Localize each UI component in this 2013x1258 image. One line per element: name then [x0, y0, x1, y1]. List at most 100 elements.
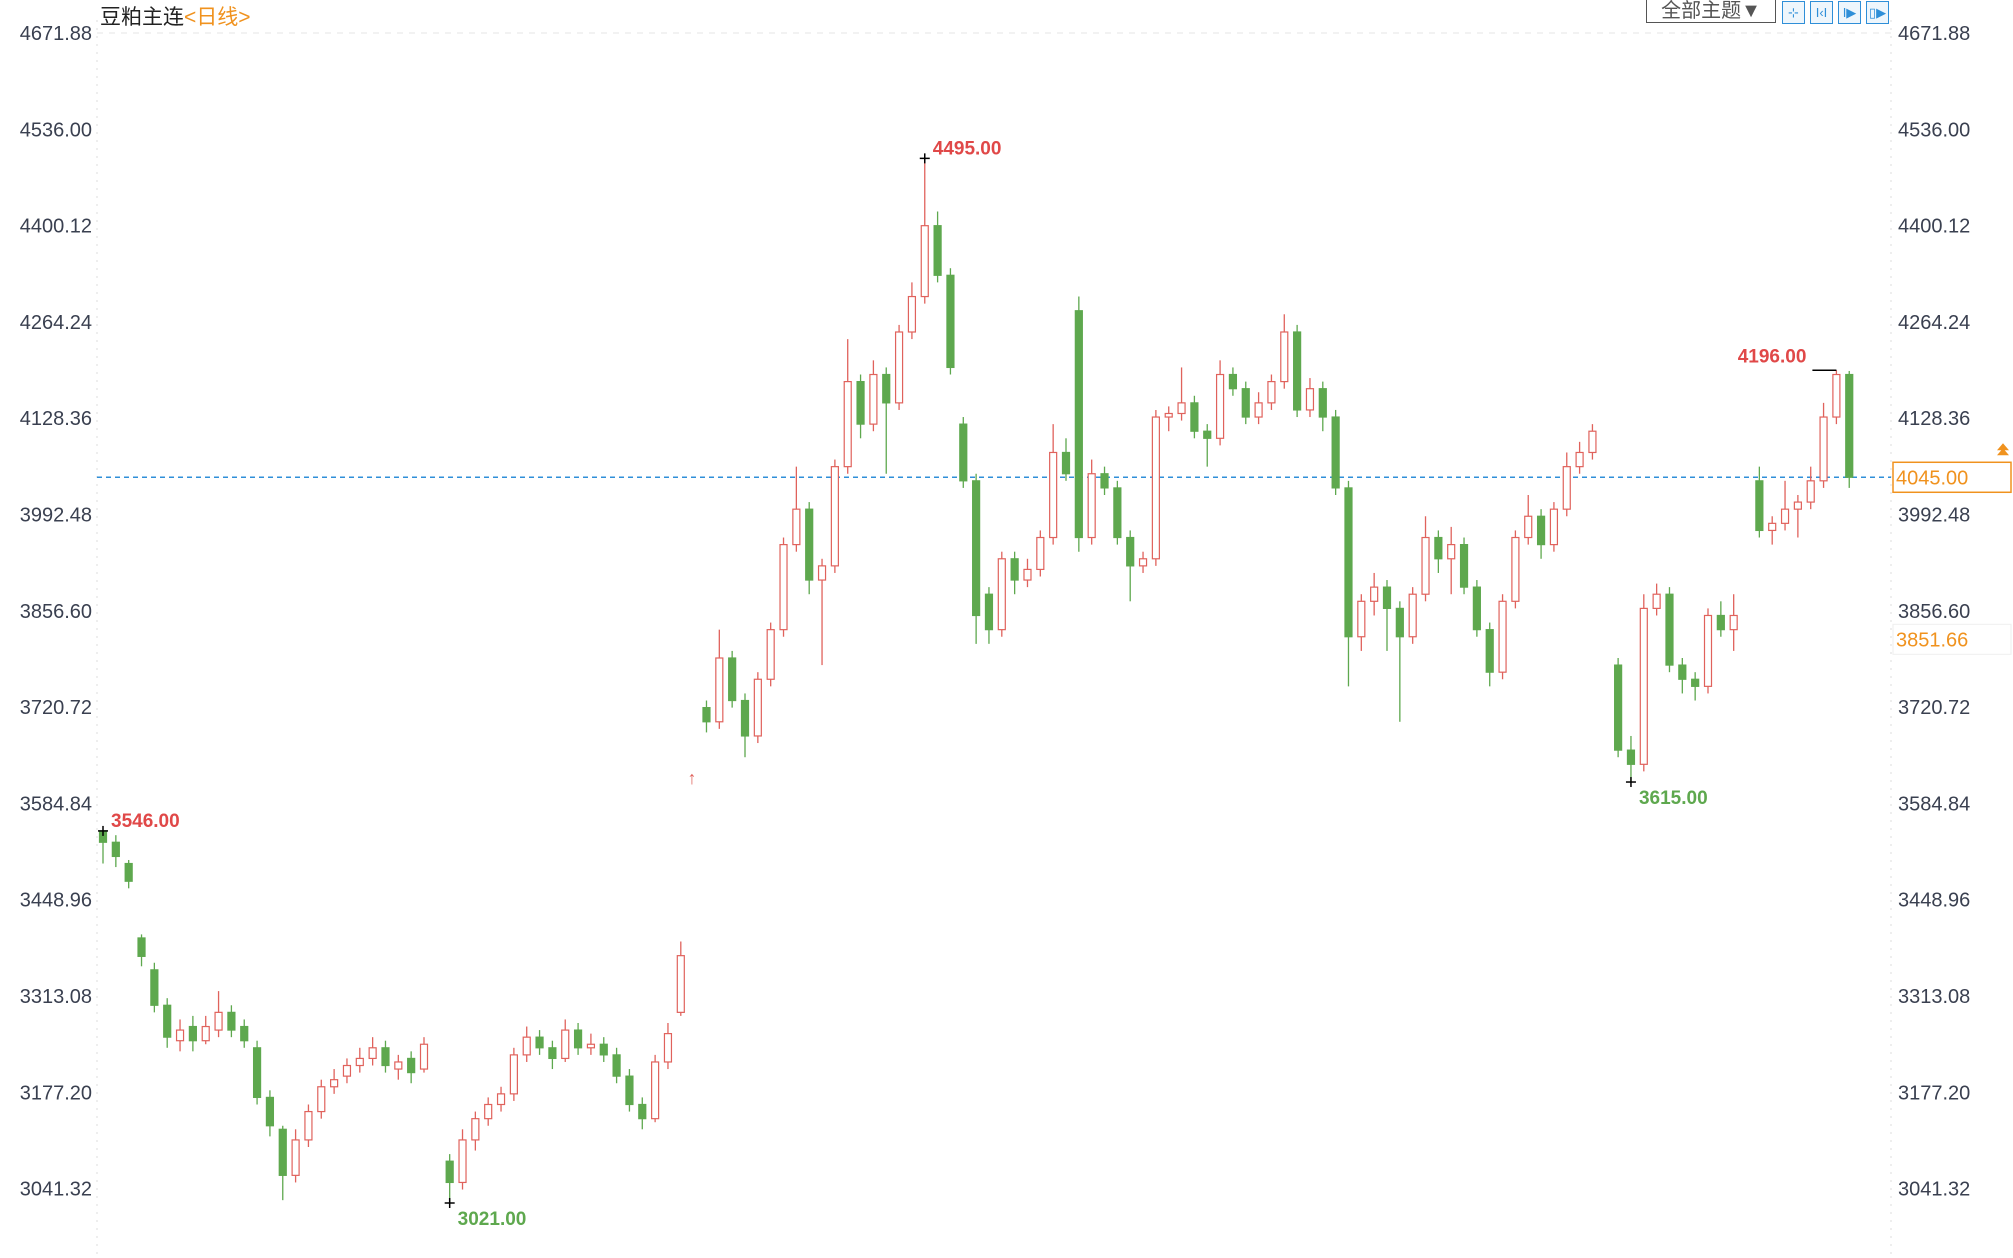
rollover-arrow-icon: ↑ [688, 768, 697, 788]
candle [1382, 580, 1392, 651]
candle-body [163, 1004, 172, 1038]
candle [265, 1090, 275, 1137]
crosshair-icon[interactable]: ⊹ [1782, 1, 1805, 24]
last-price-value: 4045.00 [1896, 467, 1968, 489]
candle-body [882, 373, 891, 404]
candle-body [291, 1139, 300, 1176]
candle [317, 1079, 326, 1119]
candle [1113, 480, 1122, 545]
candle [1305, 378, 1315, 418]
candle [946, 268, 955, 375]
candle-body [1280, 331, 1289, 383]
candle-body [843, 381, 852, 468]
candle [201, 1015, 210, 1045]
candle [1421, 516, 1430, 602]
last-price-badge [1892, 461, 2012, 494]
candle-body [368, 1047, 377, 1060]
candle [651, 1054, 660, 1123]
candle [330, 1069, 339, 1094]
candle [1370, 572, 1379, 616]
candle [997, 551, 1006, 637]
candle [484, 1097, 493, 1126]
candle [1703, 608, 1713, 694]
candle-body [1151, 416, 1160, 560]
candle-body [1716, 614, 1725, 631]
candle-body [1267, 381, 1276, 404]
candle-body [1703, 614, 1713, 687]
candle-body [1588, 430, 1597, 454]
candle [1716, 601, 1725, 637]
candle [188, 1015, 197, 1052]
candle [496, 1086, 506, 1112]
export-icon[interactable]: ▯▶ [1866, 1, 1889, 24]
candle-body [496, 1093, 506, 1106]
candle [214, 991, 223, 1038]
candle [1126, 530, 1135, 602]
candle [111, 835, 120, 868]
play-icon[interactable]: I▶ [1838, 1, 1861, 24]
candle [1511, 530, 1520, 609]
candle-body [1177, 402, 1186, 415]
candle-body [1344, 487, 1353, 638]
candle-body [1665, 593, 1674, 666]
candle-body [342, 1064, 352, 1077]
candle [702, 700, 711, 733]
candle [471, 1111, 480, 1151]
candle [1459, 537, 1469, 595]
y-tick-label-left: 3041.32 [20, 1179, 92, 1201]
candle [304, 1104, 313, 1148]
extreme-price-label: 3546.00 [111, 811, 180, 832]
candle [1061, 438, 1071, 481]
candle-body [1485, 629, 1494, 673]
cursor-price-badge [1892, 623, 2012, 655]
candle-body [1215, 373, 1225, 439]
candle [1010, 551, 1019, 595]
candle [252, 1040, 262, 1105]
candle-body [1639, 607, 1648, 765]
candle [1241, 381, 1250, 425]
y-tick-label-right: 4264.24 [1898, 312, 1970, 334]
candle [1164, 406, 1173, 432]
candle-body [946, 274, 955, 369]
candle-body [1691, 678, 1700, 687]
zoom-range-icon[interactable]: I‹I [1810, 1, 1833, 24]
candle [1832, 370, 1841, 425]
candle [1793, 494, 1802, 538]
candle [1331, 409, 1340, 495]
candle-body [1113, 487, 1122, 539]
y-tick-label-right: 4128.36 [1898, 408, 1970, 430]
candle-body [599, 1043, 608, 1056]
candle-body [1806, 480, 1815, 503]
candle [1074, 296, 1083, 552]
candle-body [984, 593, 994, 631]
candle [972, 473, 981, 644]
candle [1819, 402, 1828, 488]
theme-dropdown-button[interactable]: 全部主题▼ [1646, 0, 1776, 23]
candle [394, 1054, 403, 1080]
candle-body [1370, 586, 1379, 602]
candle-body [1203, 430, 1212, 439]
candle [869, 360, 878, 432]
period-selector[interactable]: <日线> [184, 6, 251, 29]
candle [1280, 314, 1289, 389]
candle [1036, 530, 1045, 577]
y-tick-label-left: 3584.84 [20, 793, 92, 815]
candle-body [1421, 536, 1430, 595]
candle-body [252, 1047, 262, 1099]
candle-body [1049, 451, 1058, 539]
candle [817, 558, 827, 666]
candle [1780, 480, 1790, 531]
candle-body [1087, 473, 1096, 539]
y-tick-label-left: 3448.96 [20, 890, 92, 912]
candle-body [1100, 473, 1109, 489]
candle [1536, 509, 1546, 559]
candle [227, 1005, 236, 1038]
candle [278, 1125, 287, 1201]
candle [124, 859, 133, 889]
candle [1498, 594, 1507, 680]
candle [1729, 594, 1738, 651]
candle-body [1395, 607, 1404, 638]
candle-body [150, 969, 159, 1006]
candle [1639, 594, 1648, 772]
